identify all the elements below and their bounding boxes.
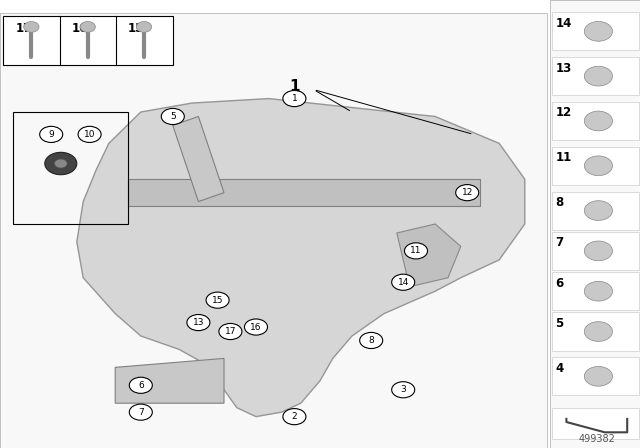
Text: 1: 1 <box>292 94 297 103</box>
Circle shape <box>584 241 612 261</box>
Text: 9: 9 <box>49 130 54 139</box>
Text: 11: 11 <box>410 246 422 255</box>
Text: 14: 14 <box>556 17 572 30</box>
Text: 3: 3 <box>401 385 406 394</box>
Text: 13: 13 <box>556 62 572 75</box>
Text: 499382: 499382 <box>579 434 615 444</box>
Circle shape <box>584 322 612 341</box>
Text: 7: 7 <box>138 408 143 417</box>
FancyBboxPatch shape <box>552 57 639 95</box>
Text: 7: 7 <box>556 237 564 250</box>
Polygon shape <box>77 99 525 417</box>
FancyBboxPatch shape <box>550 0 640 448</box>
Text: 5: 5 <box>170 112 175 121</box>
Text: 6: 6 <box>556 277 564 290</box>
Circle shape <box>219 323 242 340</box>
Circle shape <box>136 22 152 32</box>
Text: 8: 8 <box>369 336 374 345</box>
Text: 16: 16 <box>72 22 88 34</box>
FancyBboxPatch shape <box>552 192 639 229</box>
FancyBboxPatch shape <box>3 16 173 65</box>
Circle shape <box>78 126 101 142</box>
Circle shape <box>392 274 415 290</box>
Circle shape <box>584 366 612 386</box>
FancyBboxPatch shape <box>552 102 639 140</box>
Circle shape <box>360 332 383 349</box>
Circle shape <box>244 319 268 335</box>
Text: 10: 10 <box>84 130 95 139</box>
FancyBboxPatch shape <box>552 147 639 185</box>
FancyBboxPatch shape <box>552 272 639 310</box>
Circle shape <box>584 111 612 131</box>
Polygon shape <box>128 179 480 206</box>
Text: 15: 15 <box>128 22 145 34</box>
Circle shape <box>54 159 67 168</box>
Circle shape <box>584 22 612 41</box>
Circle shape <box>584 281 612 301</box>
Text: 12: 12 <box>556 107 572 120</box>
Text: 15: 15 <box>212 296 223 305</box>
Text: 17: 17 <box>225 327 236 336</box>
Text: 1: 1 <box>289 79 300 94</box>
FancyBboxPatch shape <box>0 13 547 448</box>
FancyBboxPatch shape <box>552 232 639 270</box>
Polygon shape <box>397 224 461 287</box>
Text: 12: 12 <box>461 188 473 197</box>
Text: 14: 14 <box>397 278 409 287</box>
Text: 2: 2 <box>292 412 297 421</box>
FancyBboxPatch shape <box>552 408 639 439</box>
Circle shape <box>584 201 612 220</box>
Circle shape <box>40 126 63 142</box>
Text: 8: 8 <box>556 196 564 209</box>
Polygon shape <box>115 358 224 403</box>
Text: 5: 5 <box>556 317 564 330</box>
Circle shape <box>392 382 415 398</box>
Text: 13: 13 <box>193 318 204 327</box>
Circle shape <box>283 90 306 107</box>
Circle shape <box>584 66 612 86</box>
Circle shape <box>584 156 612 176</box>
FancyBboxPatch shape <box>552 313 639 350</box>
Circle shape <box>161 108 184 125</box>
Polygon shape <box>173 116 224 202</box>
Text: 17: 17 <box>15 22 31 34</box>
Circle shape <box>456 185 479 201</box>
Circle shape <box>129 377 152 393</box>
Text: 4: 4 <box>556 362 564 375</box>
Circle shape <box>129 404 152 420</box>
Circle shape <box>24 22 39 32</box>
FancyBboxPatch shape <box>552 13 639 51</box>
Circle shape <box>283 409 306 425</box>
Circle shape <box>206 292 229 308</box>
Circle shape <box>404 243 428 259</box>
Circle shape <box>45 152 77 175</box>
Circle shape <box>80 22 95 32</box>
FancyBboxPatch shape <box>552 358 639 396</box>
Text: 11: 11 <box>556 151 572 164</box>
Text: 16: 16 <box>250 323 262 332</box>
Circle shape <box>187 314 210 331</box>
Text: 6: 6 <box>138 381 143 390</box>
